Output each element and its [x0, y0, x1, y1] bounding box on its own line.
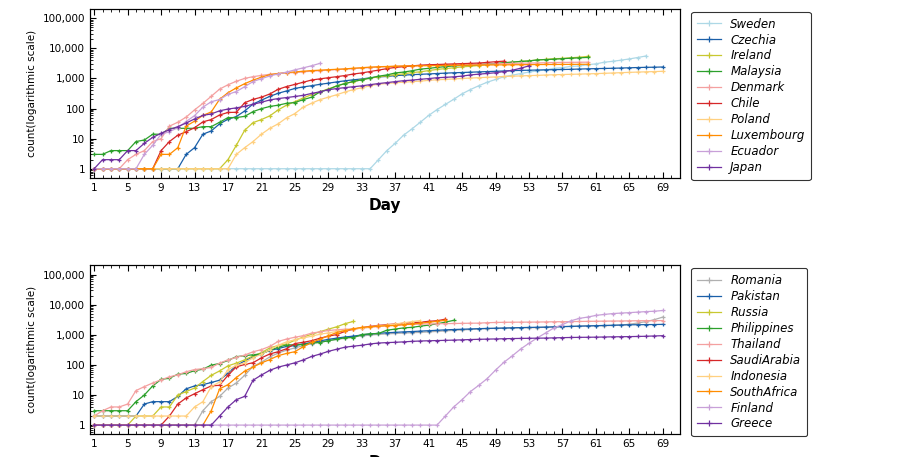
- X-axis label: Day: Day: [368, 455, 401, 457]
- X-axis label: Day: Day: [368, 198, 401, 213]
- Y-axis label: count(logarithmic scale): count(logarithmic scale): [27, 286, 37, 414]
- Legend: Sweden, Czechia, Ireland, Malaysia, Denmark, Chile, Poland, Luxembourg, Ecuador,: Sweden, Czechia, Ireland, Malaysia, Denm…: [691, 12, 811, 180]
- Legend: Romania, Pakistan, Russia, Philippines, Thailand, SaudiArabia, Indonesia, SouthA: Romania, Pakistan, Russia, Philippines, …: [691, 268, 807, 436]
- Y-axis label: count(logarithmic scale): count(logarithmic scale): [27, 30, 37, 157]
